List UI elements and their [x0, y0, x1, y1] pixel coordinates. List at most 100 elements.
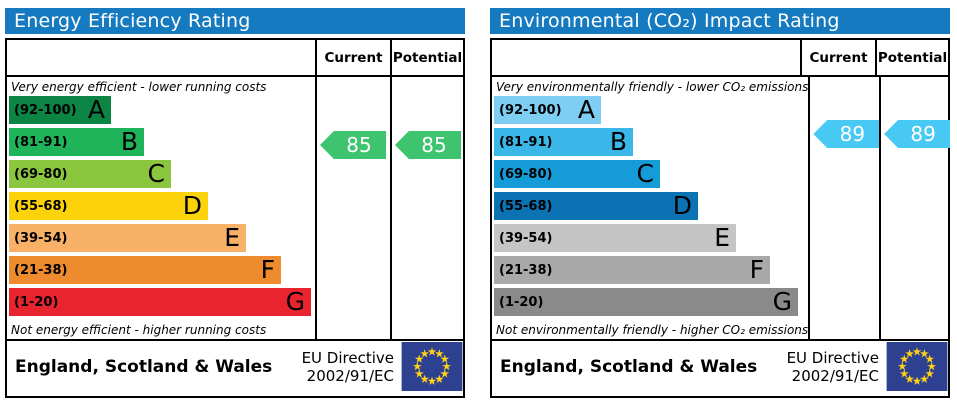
region-label: England, Scotland & Wales	[500, 356, 758, 377]
potential-rating-column: 85	[390, 77, 463, 339]
band-b: (81-91) B	[9, 128, 144, 156]
band-letter: F	[749, 255, 764, 284]
potential-rating-arrow: 85	[395, 131, 461, 159]
potential-column-header: Potential	[390, 40, 463, 75]
eu-directive-line2: 2002/91/EC	[306, 366, 394, 385]
scale-header-spacer	[7, 40, 315, 75]
band-row-g: (1-20) G	[494, 288, 808, 320]
caption-top: Very energy efficient - lower running co…	[11, 79, 267, 94]
band-letter: F	[260, 255, 275, 284]
energy-efficiency-table: Current Potential Very energy efficient …	[5, 38, 465, 398]
energy-efficiency-title: Energy Efficiency Rating	[5, 8, 465, 34]
caption-bottom: Not environmentally friendly - higher CO…	[496, 322, 809, 337]
environmental-impact-table: Current Potential Very environmentally f…	[490, 38, 951, 398]
current-rating-arrow: 85	[320, 131, 386, 159]
band-range-label: (69-80)	[14, 166, 68, 182]
potential-rating-arrow: 89	[884, 120, 951, 148]
band-row-c: (69-80) C	[494, 160, 808, 192]
band-row-d: (55-68) D	[9, 192, 315, 224]
energy-efficiency-panel: Energy Efficiency Rating Current Potenti…	[5, 8, 465, 398]
band-a: (92-100) A	[9, 96, 111, 124]
band-range-label: (81-91)	[499, 134, 553, 150]
rating-scale-body: Very environmentally friendly - lower CO…	[492, 77, 951, 339]
band-row-e: (39-54) E	[494, 224, 808, 256]
band-range-label: (92-100)	[499, 102, 562, 118]
band-letter: E	[224, 223, 240, 252]
band-range-label: (92-100)	[14, 102, 77, 118]
eu-directive-label: EU Directive 2002/91/EC	[302, 349, 401, 385]
band-letter: C	[636, 159, 654, 188]
potential-column-header: Potential	[875, 40, 948, 75]
band-g: (1-20) G	[494, 288, 798, 316]
current-column-header: Current	[315, 40, 390, 75]
band-letter: D	[672, 191, 692, 220]
band-range-label: (1-20)	[14, 294, 59, 310]
band-d: (55-68) D	[494, 192, 698, 220]
band-letter: B	[120, 127, 138, 156]
band-letter: E	[714, 223, 730, 252]
current-rating-column: 85	[315, 77, 390, 339]
band-range-label: (81-91)	[14, 134, 68, 150]
caption-top: Very environmentally friendly - lower CO…	[496, 79, 809, 94]
band-f: (21-38) F	[494, 256, 770, 284]
rating-scale-body: Very energy efficient - lower running co…	[7, 77, 463, 339]
band-range-label: (21-38)	[14, 262, 68, 278]
band-b: (81-91) B	[494, 128, 633, 156]
current-column-header: Current	[800, 40, 875, 75]
band-list: (92-100) A (81-91) B (69-80) C (55-68) D (39-54)…	[492, 96, 808, 320]
band-range-label: (1-20)	[499, 294, 544, 310]
eu-directive-line1: EU Directive	[786, 348, 879, 367]
eu-directive-label: EU Directive 2002/91/EC	[787, 349, 886, 385]
band-range-label: (55-68)	[14, 198, 68, 214]
band-letter: A	[577, 95, 595, 124]
environmental-impact-title: Environmental (CO₂) Impact Rating	[490, 8, 950, 34]
band-f: (21-38) F	[9, 256, 281, 284]
band-letter: B	[609, 127, 627, 156]
band-letter: G	[285, 287, 305, 316]
eu-directive-line1: EU Directive	[301, 348, 394, 367]
band-scale-column: Very environmentally friendly - lower CO…	[492, 77, 808, 339]
eu-flag-icon	[886, 342, 948, 391]
band-d: (55-68) D	[9, 192, 208, 220]
band-range-label: (39-54)	[499, 230, 553, 246]
footer-row: England, Scotland & Wales EU Directive 2…	[492, 339, 948, 392]
band-row-g: (1-20) G	[9, 288, 315, 320]
band-range-label: (55-68)	[499, 198, 553, 214]
band-e: (39-54) E	[494, 224, 736, 252]
region-label: England, Scotland & Wales	[15, 356, 273, 377]
band-list: (92-100) A (81-91) B (69-80) C (55-68) D (39-54)…	[7, 96, 315, 320]
band-range-label: (21-38)	[499, 262, 553, 278]
band-row-f: (21-38) F	[494, 256, 808, 288]
current-rating-column: 89	[808, 77, 880, 339]
environmental-impact-panel: Environmental (CO₂) Impact Rating Curren…	[490, 8, 951, 398]
potential-rating-column: 89	[879, 77, 951, 339]
band-row-b: (81-91) B	[494, 128, 808, 160]
band-row-e: (39-54) E	[9, 224, 315, 256]
band-c: (69-80) C	[494, 160, 660, 188]
eu-flag-icon	[401, 342, 463, 391]
band-row-c: (69-80) C	[9, 160, 315, 192]
scale-header-spacer	[492, 40, 800, 75]
band-row-d: (55-68) D	[494, 192, 808, 224]
band-e: (39-54) E	[9, 224, 246, 252]
band-row-f: (21-38) F	[9, 256, 315, 288]
band-row-a: (92-100) A	[494, 96, 808, 128]
band-letter: G	[772, 287, 792, 316]
eu-directive-line2: 2002/91/EC	[791, 366, 879, 385]
band-range-label: (39-54)	[14, 230, 68, 246]
band-a: (92-100) A	[494, 96, 601, 124]
band-range-label: (69-80)	[499, 166, 553, 182]
column-header-row: Current Potential	[7, 40, 463, 77]
band-letter: D	[182, 191, 202, 220]
column-header-row: Current Potential	[492, 40, 948, 77]
band-c: (69-80) C	[9, 160, 171, 188]
current-rating-arrow: 89	[813, 120, 880, 148]
band-letter: C	[147, 159, 165, 188]
band-scale-column: Very energy efficient - lower running co…	[7, 77, 315, 339]
band-row-b: (81-91) B	[9, 128, 315, 160]
band-letter: A	[87, 95, 105, 124]
caption-bottom: Not energy efficient - higher running co…	[11, 322, 267, 337]
band-g: (1-20) G	[9, 288, 311, 316]
footer-row: England, Scotland & Wales EU Directive 2…	[7, 339, 463, 392]
